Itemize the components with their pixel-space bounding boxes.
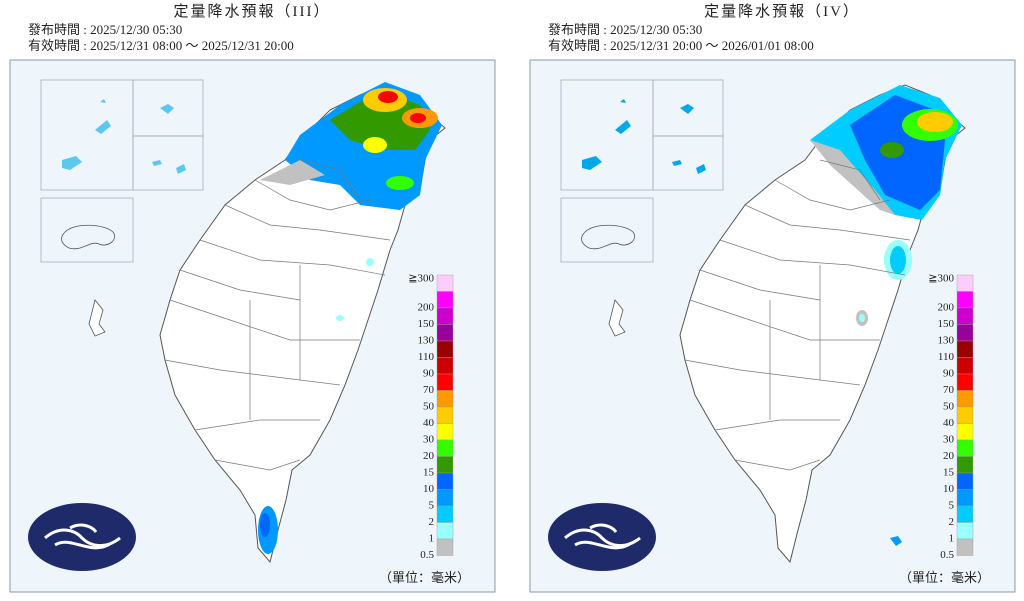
legend-swatch bbox=[956, 489, 974, 507]
legend-swatch bbox=[956, 538, 974, 556]
agency-logo bbox=[26, 501, 138, 573]
legend-label: 150 bbox=[938, 318, 955, 330]
legend-label: 200 bbox=[418, 302, 435, 314]
legend-label: 110 bbox=[418, 351, 435, 363]
panel-title: 定量降水預報（III） bbox=[174, 3, 331, 20]
legend-swatch bbox=[436, 472, 454, 490]
legend-swatch bbox=[436, 406, 454, 424]
valid-time: 有效時間 : 2025/12/31 08:00 ～ 2025/12/31 20:… bbox=[28, 38, 294, 53]
legend: ≧300 200 150 130 110 90 70 50 40 30 20 15 10 5 2 1 0.5 bbox=[928, 273, 974, 561]
legend-swatch bbox=[436, 373, 454, 391]
legend-swatch bbox=[436, 357, 454, 375]
legend-swatch bbox=[436, 324, 454, 342]
forecast-panel: 定量降水預報（III） 發布時間 : 2025/12/30 05:30 有效時間… bbox=[9, 3, 496, 593]
issued-time: 發布時間 : 2025/12/30 05:30 bbox=[548, 22, 702, 37]
legend-swatch bbox=[436, 538, 454, 556]
legend-label: 110 bbox=[938, 351, 955, 363]
legend-label: 0.5 bbox=[420, 549, 434, 561]
legend-label: 2 bbox=[949, 516, 955, 528]
legend-swatch bbox=[436, 522, 454, 540]
legend-swatch bbox=[956, 439, 974, 457]
legend-label: 30 bbox=[943, 434, 955, 446]
legend-label: 70 bbox=[423, 384, 435, 396]
legend-swatch bbox=[956, 373, 974, 391]
issued-time: 發布時間 : 2025/12/30 05:30 bbox=[28, 22, 182, 37]
legend-label: ≧300 bbox=[928, 273, 954, 285]
inset-boxes bbox=[40, 79, 204, 263]
panel-title: 定量降水預報（IV） bbox=[704, 3, 860, 20]
legend-swatch bbox=[436, 340, 454, 358]
legend-swatch bbox=[956, 291, 974, 309]
legend-label: 90 bbox=[943, 368, 955, 380]
legend-swatch bbox=[956, 423, 974, 441]
rain-area bbox=[258, 82, 442, 554]
legend-label: 1 bbox=[429, 533, 435, 545]
forecast-panel: 定量降水預報（IV） 發布時間 : 2025/12/30 05:30 有效時間 … bbox=[529, 3, 1016, 593]
legend-label: 50 bbox=[943, 401, 955, 413]
legend-swatch bbox=[956, 472, 974, 490]
legend-swatch bbox=[956, 390, 974, 408]
legend-swatch bbox=[956, 357, 974, 375]
legend-swatch bbox=[436, 423, 454, 441]
legend: ≧300 200 150 130 110 90 70 50 40 30 20 15 10 5 2 1 0.5 bbox=[408, 273, 454, 561]
legend-swatch bbox=[956, 340, 974, 358]
legend-swatch bbox=[956, 456, 974, 474]
unit-label: （單位：毫米） bbox=[379, 570, 470, 585]
legend-label: 15 bbox=[943, 467, 955, 479]
legend-label: 0.5 bbox=[940, 549, 954, 561]
legend-label: 40 bbox=[423, 417, 435, 429]
legend-swatch bbox=[436, 456, 454, 474]
legend-label: 10 bbox=[943, 483, 955, 495]
legend-swatch bbox=[956, 307, 974, 325]
agency-logo bbox=[546, 501, 658, 573]
legend-swatch bbox=[436, 439, 454, 457]
legend-label: 15 bbox=[423, 467, 435, 479]
valid-time: 有效時間 : 2025/12/31 20:00 ～ 2026/01/01 08:… bbox=[548, 38, 814, 53]
legend-swatch bbox=[956, 324, 974, 342]
legend-label: 200 bbox=[938, 302, 955, 314]
legend-label: 130 bbox=[418, 335, 435, 347]
legend-swatch bbox=[956, 406, 974, 424]
legend-label: 70 bbox=[943, 384, 955, 396]
legend-label: 130 bbox=[938, 335, 955, 347]
unit-label: （單位：毫米） bbox=[899, 570, 990, 585]
legend-label: 50 bbox=[423, 401, 435, 413]
legend-swatch bbox=[956, 274, 974, 292]
rain-area bbox=[810, 85, 962, 546]
legend-swatch bbox=[956, 505, 974, 523]
legend-swatch bbox=[436, 505, 454, 523]
legend-label: 1 bbox=[949, 533, 955, 545]
legend-label: 2 bbox=[429, 516, 435, 528]
legend-label: 20 bbox=[423, 450, 435, 462]
legend-swatch bbox=[436, 291, 454, 309]
inset-boxes bbox=[560, 79, 724, 263]
legend-swatch bbox=[436, 489, 454, 507]
legend-label: 5 bbox=[949, 500, 955, 512]
legend-swatch bbox=[436, 307, 454, 325]
legend-label: 20 bbox=[943, 450, 955, 462]
legend-swatch bbox=[956, 522, 974, 540]
legend-label: 30 bbox=[423, 434, 435, 446]
legend-label: 90 bbox=[423, 368, 435, 380]
legend-swatch bbox=[436, 274, 454, 292]
legend-label: 150 bbox=[418, 318, 435, 330]
legend-swatch bbox=[436, 390, 454, 408]
legend-label: 5 bbox=[429, 500, 435, 512]
legend-label: 40 bbox=[943, 417, 955, 429]
legend-label: ≧300 bbox=[408, 273, 434, 285]
legend-label: 10 bbox=[423, 483, 435, 495]
